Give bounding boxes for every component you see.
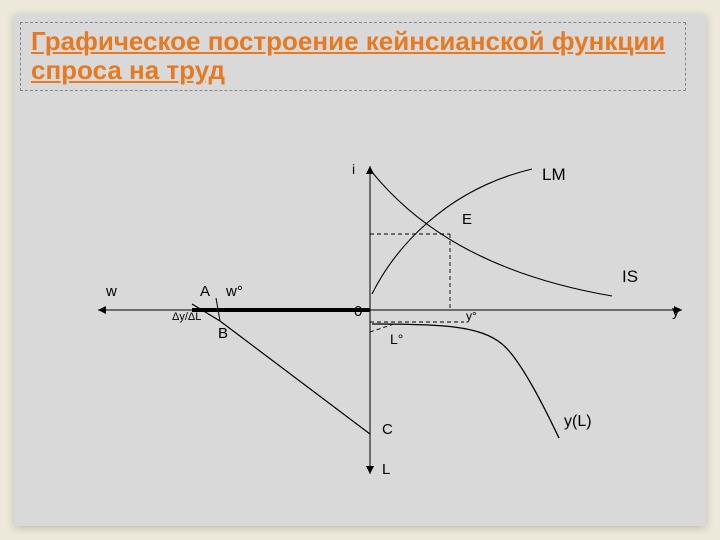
- label-L: L: [382, 461, 390, 478]
- label-C: C: [382, 421, 393, 438]
- label-i: i: [352, 161, 355, 177]
- label-y0: y°: [466, 309, 477, 323]
- label-w: w: [105, 283, 117, 300]
- diagram-svg: i LM E IS w A w° Δy/ΔL B 0 y° y L° C y(L…: [14, 14, 706, 526]
- label-L0: L°: [390, 331, 403, 347]
- curve-LM: [372, 169, 532, 294]
- label-y: y: [672, 303, 680, 320]
- label-B: B: [218, 325, 228, 342]
- label-IS: IS: [622, 267, 638, 286]
- label-E: E: [462, 211, 472, 228]
- outer-frame: Графическое построение кейнсианской функ…: [0, 0, 720, 540]
- label-dydl: Δy/ΔL: [172, 311, 201, 323]
- label-LM: LM: [542, 165, 566, 184]
- axis-arrow-left: [98, 306, 106, 314]
- label-A: A: [200, 283, 210, 300]
- dashed-lines: [370, 234, 464, 332]
- label-yL: y(L): [564, 413, 592, 430]
- label-w0: w°: [225, 283, 243, 300]
- label-zero: 0: [354, 303, 362, 320]
- axis-arrow-down: [366, 466, 374, 474]
- line-BC: [192, 304, 370, 434]
- slide: Графическое построение кейнсианской функ…: [14, 14, 706, 526]
